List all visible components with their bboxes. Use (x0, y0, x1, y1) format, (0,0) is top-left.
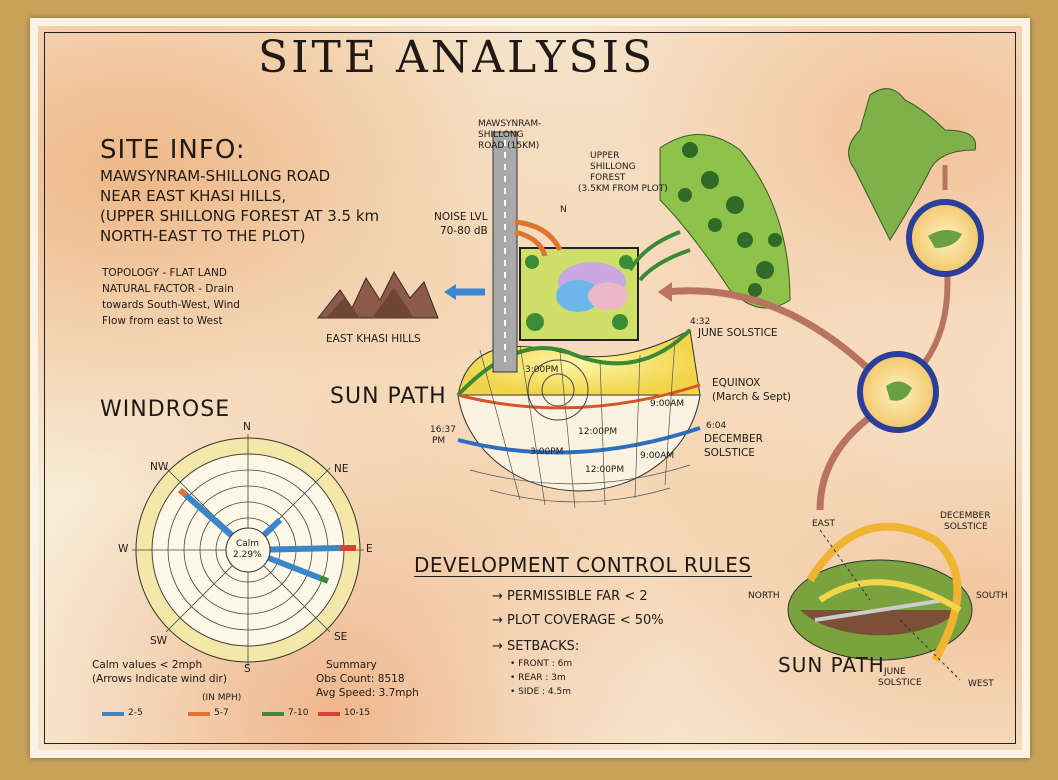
sunset-time-suffix: PM (432, 436, 446, 446)
hour-label: 3:00PM (525, 365, 559, 375)
setback-item: • FRONT : 6m (510, 659, 573, 669)
legend-unit: (IN MPH) (202, 693, 242, 703)
site-note: towards South-West, Wind (102, 299, 240, 311)
equinox-label: EQUINOX (712, 377, 761, 389)
blue-arrow-head (444, 284, 456, 300)
north-marker: N (560, 205, 567, 215)
forest-label: SHILLONG (590, 162, 636, 172)
june-time: 4:32 (690, 317, 711, 327)
sun-path-3d-label: SUN PATH (778, 653, 885, 677)
june-solstice-3d: SOLSTICE (878, 678, 922, 688)
sun-path-label: SUN PATH (330, 384, 447, 409)
forest-drawing (659, 134, 791, 309)
setback-item: • SIDE : 4.5m (510, 687, 571, 697)
india-map (848, 88, 977, 242)
rule-item: → PERMISSIBLE FAR < 2 (492, 589, 648, 604)
forest-label: UPPER (590, 151, 620, 161)
rule-item: → SETBACKS: (492, 639, 580, 654)
noise-arrows (514, 219, 563, 257)
curved-arrow-2 (816, 407, 882, 511)
wind-arrows (628, 230, 691, 282)
curved-arrow-1 (664, 287, 883, 383)
windrose-dir-sw: SW (150, 635, 168, 647)
hour-label: 12:00PM (585, 465, 625, 475)
site-info-heading: SITE INFO: (100, 135, 246, 165)
windrose-obs-count: Obs Count: 8518 (316, 673, 405, 685)
hour-label: 9:00AM (640, 451, 675, 461)
setback-item: • REAR : 3m (510, 673, 566, 683)
site-note: TOPOLOGY - FLAT LAND (102, 267, 227, 279)
noise-level-value: 70-80 dB (440, 225, 488, 237)
windrose-dir-ne: NE (334, 463, 349, 475)
rule-item: → PLOT COVERAGE < 50% (492, 613, 664, 628)
legend-label: 5-7 (214, 708, 229, 718)
calm-label: Calm (236, 539, 260, 549)
windrose-diagram (132, 434, 364, 666)
equinox-months: (March & Sept) (712, 391, 791, 403)
windrose-avg-speed: Avg Speed: 3.7mph (316, 687, 419, 699)
windrose-dir-se: SE (334, 631, 348, 643)
site-plot (519, 247, 639, 341)
december-solstice-3d: SOLSTICE (944, 522, 988, 532)
east-khasi-hills-label: EAST KHASI HILLS (326, 333, 421, 345)
page-title: SITE ANALYSIS (258, 32, 656, 83)
december-label: DECEMBER (704, 433, 763, 445)
site-info-line: NORTH-EAST TO THE PLOT) (100, 227, 306, 245)
hour-label: 9:00AM (650, 399, 685, 409)
site-info-line: MAWSYNRAM-SHILLONG ROAD (100, 167, 331, 185)
legend-label: 2-5 (128, 708, 143, 718)
site-info-line: (UPPER SHILLONG FOREST AT 3.5 km (100, 207, 380, 225)
june-solstice-label: JUNE SOLSTICE (698, 327, 778, 339)
december-time: 6:04 (706, 421, 727, 431)
legend-label: 10-15 (344, 708, 371, 718)
legend-label: 7-10 (288, 708, 309, 718)
direction-north: NORTH (748, 591, 780, 601)
site-note: NATURAL FACTOR - Drain (102, 283, 234, 295)
december-label: SOLSTICE (704, 447, 755, 459)
direction-south: SOUTH (976, 591, 1008, 601)
windrose-dir-s: S (244, 663, 251, 675)
site-info-line: NEAR EAST KHASI HILLS, (100, 187, 287, 205)
windrose-dir-e: E (366, 543, 373, 555)
calm-value: 2.29% (233, 550, 262, 560)
june-solstice-3d: JUNE (884, 667, 906, 677)
road-label: ROAD (15KM) (478, 141, 540, 151)
direction-west: WEST (968, 679, 994, 689)
direction-east: EAST (812, 519, 836, 529)
windrose-note: (Arrows Indicate wind dir) (92, 673, 227, 685)
road-label: SHILLONG (478, 130, 524, 140)
windrose-summary: Summary (326, 659, 377, 671)
windrose-note: Calm values < 2mph (92, 659, 203, 671)
windrose-dir-w: W (118, 543, 129, 555)
hour-label: 12:00PM (578, 427, 618, 437)
windrose-heading: WINDROSE (100, 397, 231, 422)
forest-trees (678, 142, 782, 297)
sheet-border (44, 32, 1016, 744)
road-label: MAWSYNRAM- (478, 119, 542, 129)
noise-level-label: NOISE LVL (434, 211, 488, 223)
sun-path-3d (787, 522, 973, 681)
hour-label: 3:00PM (530, 447, 564, 457)
hills-drawing (316, 270, 439, 319)
rules-heading: DEVELOPMENT CONTROL RULES (414, 553, 752, 577)
windrose-dir-n: N (243, 421, 251, 433)
site-note: Flow from east to West (102, 315, 223, 327)
december-solstice-3d: DECEMBER (940, 511, 991, 521)
windrose-dir-nw: NW (150, 461, 169, 473)
forest-distance: (3.5KM FROM PLOT) (578, 184, 668, 194)
forest-label: FOREST (590, 173, 626, 183)
sunset-time: 16:37 (430, 425, 456, 435)
